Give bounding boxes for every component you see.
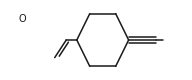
Text: O: O [18,14,26,24]
